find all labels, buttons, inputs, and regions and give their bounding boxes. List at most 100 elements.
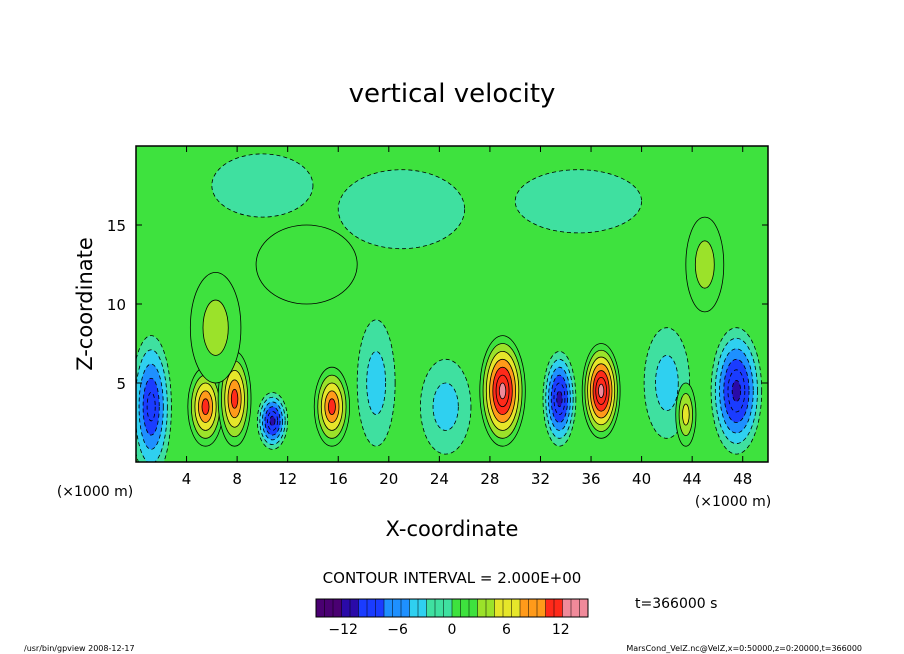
- colorbar-tick-label: 0: [448, 622, 457, 638]
- colorbar-segment: [358, 599, 368, 617]
- colorbar-segment: [545, 599, 555, 617]
- colorbar-frame: [315, 598, 589, 618]
- velocity-cell: [211, 153, 314, 218]
- velocity-cell: [479, 335, 526, 447]
- x-tick-label: 4: [182, 470, 192, 488]
- velocity-cell: [356, 319, 396, 447]
- velocity-cell: [581, 343, 621, 439]
- x-tick-label: 48: [733, 470, 752, 488]
- contour-level: [514, 169, 643, 234]
- colorbar-segment: [486, 599, 495, 617]
- velocity-cell: [337, 169, 466, 250]
- contour-interval-text: CONTOUR INTERVAL = 2.000E+00: [323, 569, 582, 587]
- velocity-cell: [136, 335, 172, 462]
- colorbar-segment: [494, 599, 504, 617]
- colorbar-segment: [562, 599, 572, 617]
- velocity-cell: [256, 392, 289, 450]
- x-tick-label: 20: [379, 470, 398, 488]
- colorbar-segment: [503, 599, 512, 617]
- x-tick-label: 40: [632, 470, 651, 488]
- y-axis-ticks: 5 10 15: [107, 217, 768, 393]
- x-tick-label: 8: [232, 470, 242, 488]
- colorbar-segment: [571, 599, 580, 617]
- contour-level: [255, 224, 358, 305]
- contour-level: [498, 382, 507, 400]
- contour-level: [556, 390, 563, 408]
- contour-level: [337, 169, 466, 250]
- colorbar-segment: [460, 599, 470, 617]
- contour-level: [655, 354, 679, 412]
- y-tick-label: 15: [107, 217, 126, 235]
- contour-level: [327, 398, 336, 416]
- x-tick-label: 36: [581, 470, 600, 488]
- colorbar-segment: [316, 599, 325, 617]
- plot-field: [136, 146, 768, 462]
- velocity-cell: [685, 216, 725, 313]
- colorbar-segment: [469, 599, 478, 617]
- chart-title: vertical velocity: [349, 79, 556, 109]
- x-axis-ticks: 4 8 12 16 20 24 28 32 36 40 44 48: [182, 146, 752, 488]
- contour-level: [230, 388, 239, 409]
- y-tick-label: 5: [116, 375, 126, 393]
- time-label: t=366000 s: [635, 596, 717, 612]
- x-tick-label: 28: [480, 470, 499, 488]
- x-tick-label: 24: [430, 470, 449, 488]
- velocity-cell: [313, 366, 351, 447]
- colorbar-segment: [443, 599, 453, 617]
- contour-level: [694, 240, 715, 289]
- y-axis-label: Z-coordinate: [73, 237, 97, 371]
- x-axis-label: X-coordinate: [386, 517, 519, 541]
- contour-level: [598, 383, 605, 399]
- velocity-cell: [514, 169, 643, 234]
- colorbar-segment: [350, 599, 359, 617]
- colorbar-segment: [341, 599, 351, 617]
- colorbar-tick-label: −12: [328, 622, 358, 638]
- colorbar-segment: [333, 599, 342, 617]
- colorbar-segment: [579, 599, 589, 617]
- colorbar-segment: [375, 599, 385, 617]
- x-tick-label: 32: [531, 470, 550, 488]
- colorbar-tick-label: −6: [387, 622, 408, 638]
- velocity-cell: [542, 350, 577, 447]
- x-unit-left: (×1000 m): [57, 484, 133, 500]
- x-tick-label: 12: [278, 470, 297, 488]
- velocity-cell: [187, 366, 224, 447]
- contour-level: [202, 299, 229, 356]
- colorbar-segment: [511, 599, 521, 617]
- colorbar-tick-label: 12: [552, 622, 570, 638]
- colorbar-segment: [324, 599, 334, 617]
- velocity-cell: [255, 224, 358, 305]
- colorbar-segment: [452, 599, 461, 617]
- x-tick-label: 44: [683, 470, 702, 488]
- colorbar-segment: [367, 599, 376, 617]
- colorbar-segment: [392, 599, 402, 617]
- velocity-cell: [419, 358, 472, 455]
- footer-left: /usr/bin/gpview 2008-12-17: [24, 644, 135, 653]
- velocity-cell: [710, 327, 763, 455]
- colorbar-segment: [435, 599, 444, 617]
- velocity-cell: [675, 382, 697, 447]
- contour-level: [731, 379, 742, 402]
- footer-right: MarsCond_VelZ.nc@VelZ,x=0:50000,z=0:2000…: [626, 644, 862, 653]
- velocity-cell: [189, 272, 242, 384]
- contour-level: [211, 153, 314, 218]
- x-unit-right: (×1000 m): [695, 494, 771, 510]
- contour-level: [201, 398, 210, 416]
- colorbar-tick-label: 6: [502, 622, 511, 638]
- colorbar-segment: [401, 599, 410, 617]
- colorbar-segment: [528, 599, 538, 617]
- contour-level: [366, 350, 387, 415]
- y-tick-label: 10: [107, 296, 126, 314]
- x-tick-label: 16: [329, 470, 348, 488]
- contour-level: [269, 415, 276, 427]
- colorbar-ticks: −12 −6 0 6 12: [328, 622, 569, 638]
- colorbar-segment: [477, 599, 487, 617]
- contour-level: [682, 403, 690, 426]
- colorbar-segment: [554, 599, 563, 617]
- colorbar: [316, 599, 589, 617]
- colorbar-segment: [426, 599, 436, 617]
- contour-level: [432, 382, 459, 431]
- colorbar-segment: [384, 599, 393, 617]
- colorbar-segment: [520, 599, 529, 617]
